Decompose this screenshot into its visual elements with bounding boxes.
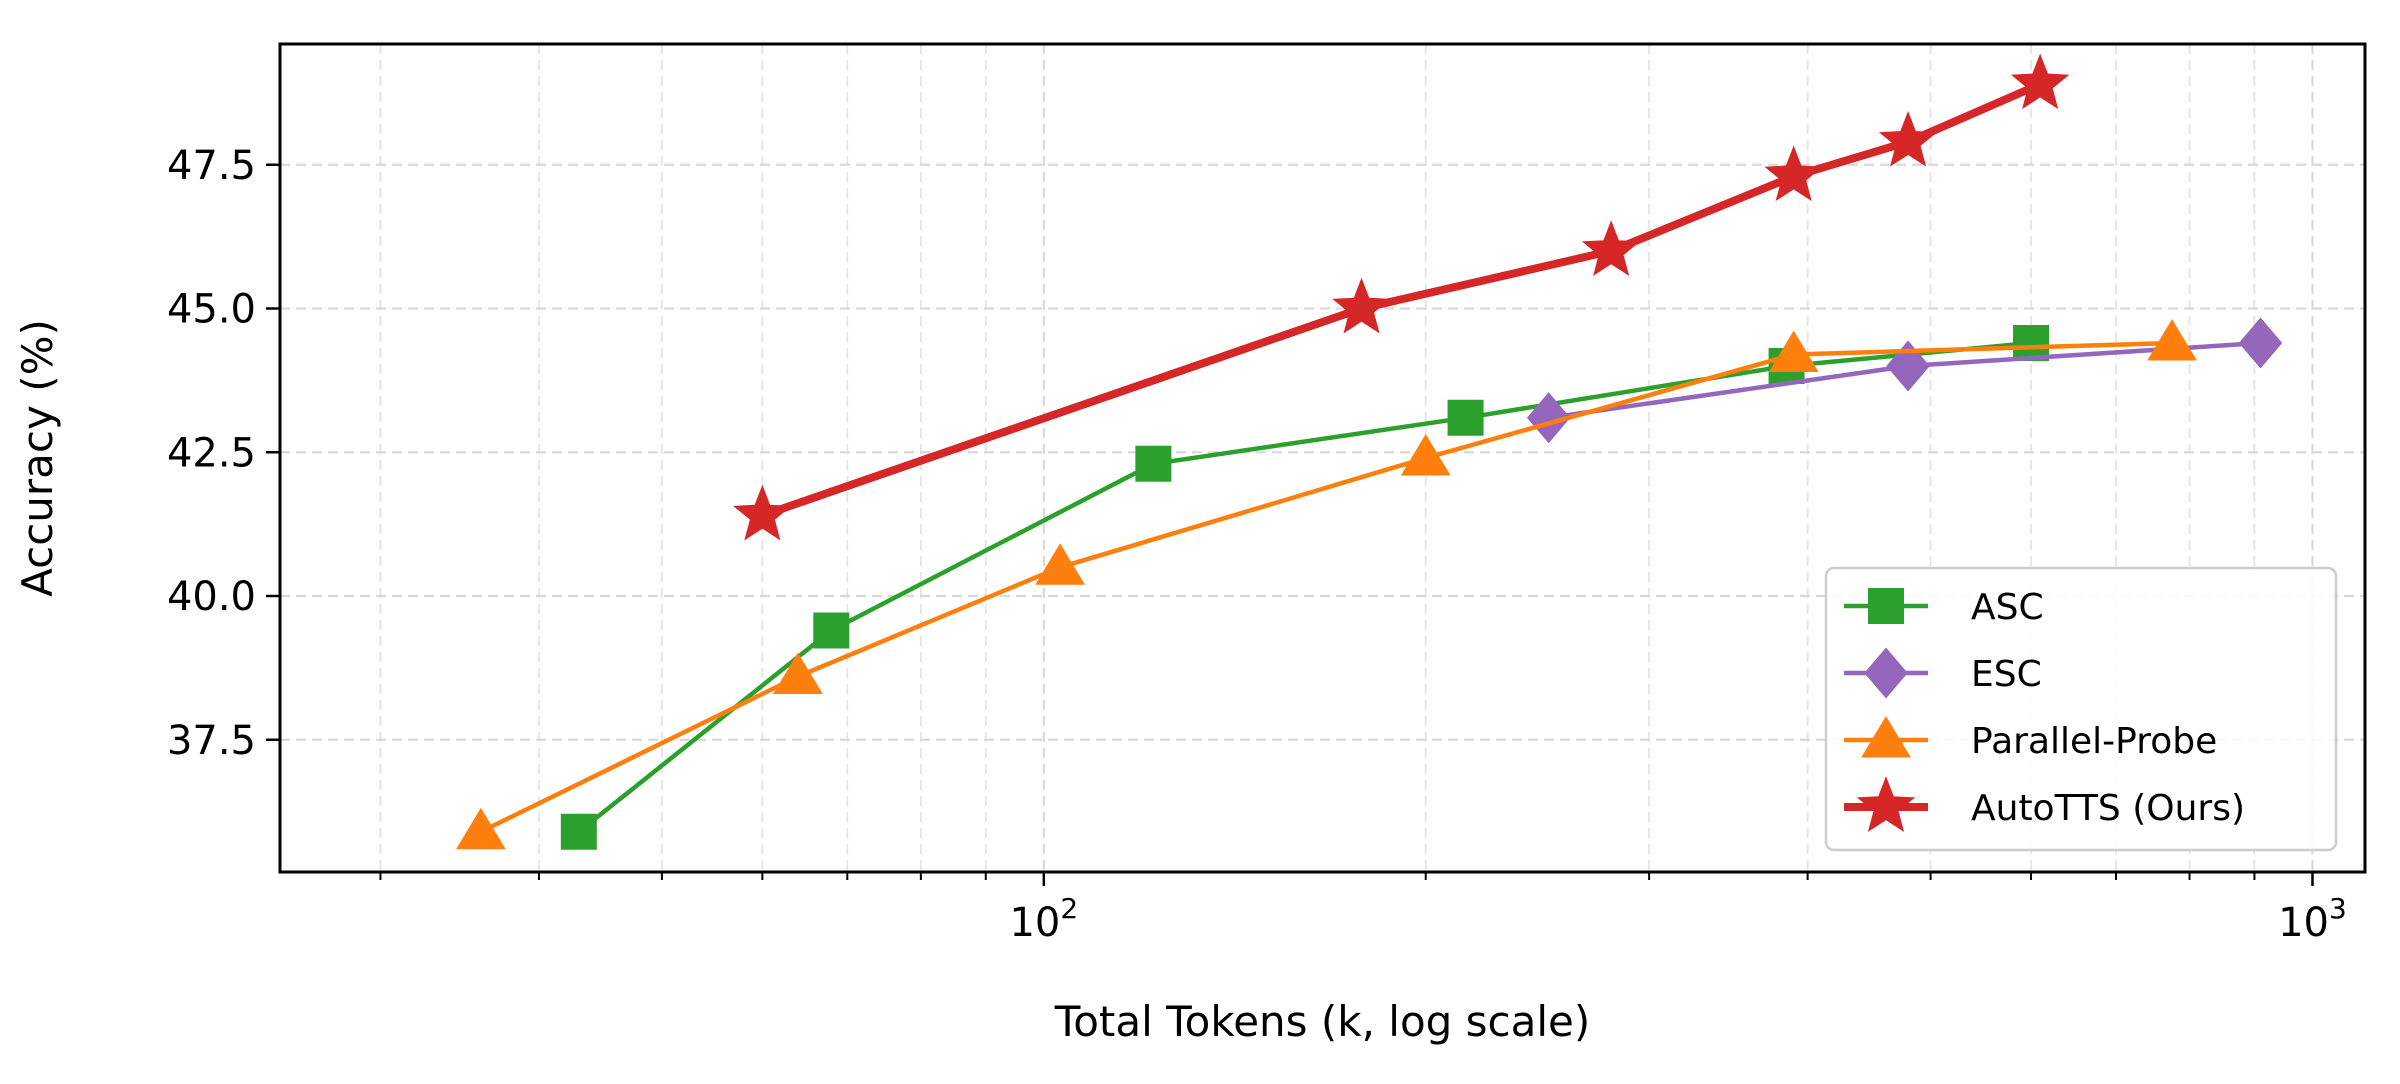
data-point <box>2147 319 2197 361</box>
legend-item: Parallel-Probe <box>1844 716 2217 762</box>
series-3 <box>733 53 2070 541</box>
legend-label: ESC <box>1971 654 2042 695</box>
data-point <box>1878 111 1938 167</box>
data-point <box>773 652 823 694</box>
legend-label: Parallel-Probe <box>1971 721 2217 762</box>
data-point <box>456 807 506 850</box>
legend-marker <box>1864 647 1908 699</box>
data-point <box>1400 434 1451 476</box>
x-axis-label: Total Tokens (k, log scale) <box>1054 997 1591 1046</box>
y-tick-label: 42.5 <box>167 430 256 476</box>
x-axis: 102 103 <box>379 872 2347 946</box>
legend-box <box>1824 566 2338 852</box>
x-tick-label-base: 10 <box>2278 900 2329 946</box>
legend-marker <box>1861 716 1911 758</box>
y-axis: 37.5 40.0 42.5 45.0 47.5 <box>167 143 280 764</box>
legend-marker <box>1868 588 1904 624</box>
data-point <box>1332 277 1391 334</box>
data-point <box>2238 317 2283 369</box>
data-point <box>1581 220 1641 276</box>
legend-item: ASC <box>1844 587 2044 628</box>
data-point <box>1526 392 1571 444</box>
x-tick-label-exponent: 2 <box>1060 892 1078 925</box>
x-tick-label-base: 10 <box>1009 900 1060 946</box>
legend-item: ESC <box>1844 647 2042 699</box>
legend: ASC ESC Parallel-Probe AutoTTS (Ours) <box>1824 566 2338 852</box>
data-point <box>1764 145 1823 202</box>
legend-marker <box>1856 776 1916 832</box>
x-tick-label-exponent: 3 <box>2329 892 2347 925</box>
data-point <box>2013 325 2050 361</box>
series-line <box>577 340 2032 834</box>
y-tick-label: 45.0 <box>167 287 256 333</box>
data-point <box>1768 330 1819 372</box>
y-tick-label: 47.5 <box>167 143 256 189</box>
legend-label: AutoTTS (Ours) <box>1971 788 2245 829</box>
data-point <box>1135 445 1172 482</box>
series-0 <box>560 325 2050 850</box>
series-2 <box>456 319 2197 850</box>
series-layer <box>456 53 2283 850</box>
data-point <box>560 813 597 850</box>
data-point <box>733 484 792 541</box>
data-point <box>1886 340 1930 392</box>
plot-frame <box>278 42 2367 874</box>
x-tick-label: 103 <box>2278 892 2347 946</box>
data-point <box>1447 399 1484 436</box>
data-point <box>1035 543 1085 585</box>
data-point <box>813 612 850 649</box>
y-tick-label: 40.0 <box>167 574 256 620</box>
legend-item: AutoTTS (Ours) <box>1844 776 2245 832</box>
series-1 <box>1526 317 2283 444</box>
series-line <box>479 340 2173 834</box>
legend-label: ASC <box>1971 587 2044 628</box>
x-tick-label: 102 <box>1009 892 1078 946</box>
y-tick-label: 37.5 <box>167 718 256 764</box>
series-line <box>761 80 2042 520</box>
y-axis-label: Accuracy (%) <box>13 319 62 597</box>
data-point <box>2010 53 2070 110</box>
